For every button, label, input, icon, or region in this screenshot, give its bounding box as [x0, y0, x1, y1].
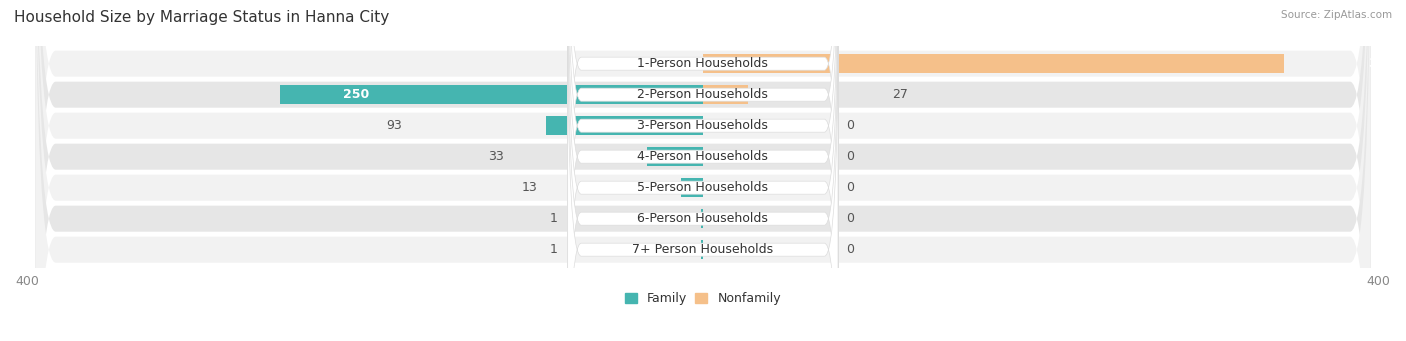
FancyBboxPatch shape [568, 8, 838, 341]
Bar [681, 178, 703, 197]
Bar [703, 85, 748, 104]
Text: 1: 1 [550, 212, 558, 225]
FancyBboxPatch shape [568, 0, 838, 341]
Text: 3-Person Households: 3-Person Households [637, 119, 768, 132]
Text: Source: ZipAtlas.com: Source: ZipAtlas.com [1281, 10, 1392, 20]
Text: 6-Person Households: 6-Person Households [637, 212, 768, 225]
Text: 13: 13 [522, 181, 537, 194]
Bar [280, 85, 703, 104]
Bar [647, 147, 703, 166]
Text: 4-Person Households: 4-Person Households [637, 150, 768, 163]
FancyBboxPatch shape [568, 0, 838, 305]
FancyBboxPatch shape [35, 0, 1371, 341]
Text: 0: 0 [846, 150, 855, 163]
Text: 27: 27 [891, 88, 908, 101]
Bar [703, 54, 1284, 73]
Bar [546, 116, 703, 135]
Text: Household Size by Marriage Status in Hanna City: Household Size by Marriage Status in Han… [14, 10, 389, 25]
Text: 0: 0 [846, 119, 855, 132]
Bar [702, 240, 703, 259]
Text: 1: 1 [550, 243, 558, 256]
Text: 0: 0 [846, 181, 855, 194]
Text: 1-Person Households: 1-Person Households [637, 57, 768, 70]
FancyBboxPatch shape [35, 0, 1371, 341]
Text: 33: 33 [488, 150, 503, 163]
FancyBboxPatch shape [35, 0, 1371, 341]
Text: 250: 250 [343, 88, 370, 101]
Bar [702, 209, 703, 228]
FancyBboxPatch shape [35, 0, 1371, 341]
FancyBboxPatch shape [568, 0, 838, 336]
Text: 344: 344 [1368, 57, 1393, 70]
Text: 0: 0 [846, 212, 855, 225]
Text: 5-Person Households: 5-Person Households [637, 181, 768, 194]
Text: 7+ Person Households: 7+ Person Households [633, 243, 773, 256]
Text: 93: 93 [387, 119, 402, 132]
FancyBboxPatch shape [35, 0, 1371, 341]
FancyBboxPatch shape [35, 0, 1371, 341]
FancyBboxPatch shape [568, 0, 838, 341]
FancyBboxPatch shape [568, 0, 838, 341]
Legend: Family, Nonfamily: Family, Nonfamily [620, 287, 786, 310]
Text: 0: 0 [846, 243, 855, 256]
FancyBboxPatch shape [568, 0, 838, 341]
Text: 2-Person Households: 2-Person Households [637, 88, 768, 101]
FancyBboxPatch shape [35, 0, 1371, 341]
